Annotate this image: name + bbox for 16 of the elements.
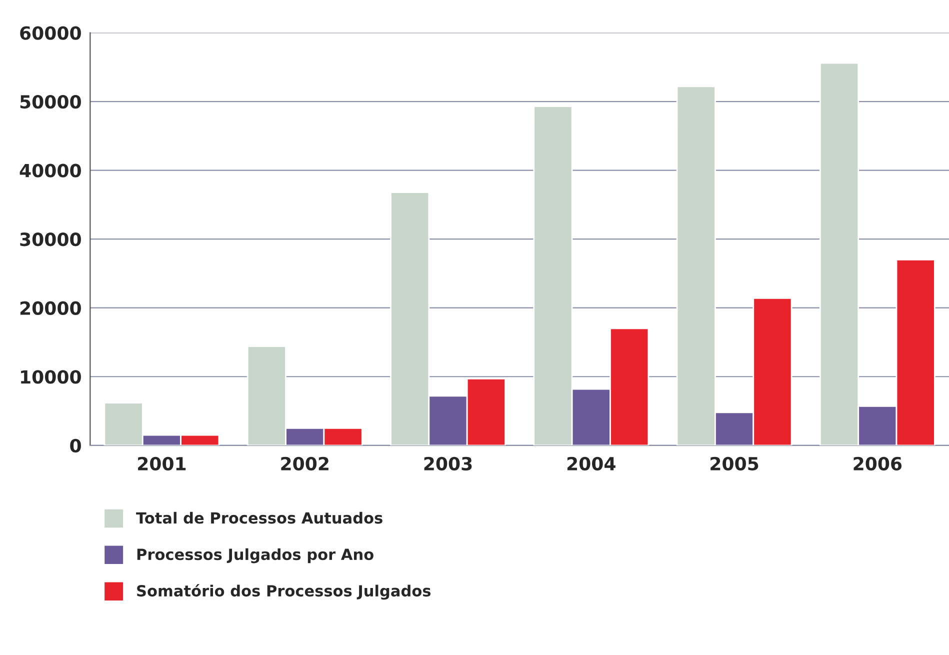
x-tick-label: 2002 [281,456,328,470]
x-tick-label: 2004 [567,456,616,470]
legend-label: Somatório dos Processos Julgados [137,584,431,600]
legend-label: Total de Processos Autuados [136,512,382,524]
y-tick-label: 10000 [21,370,81,384]
y-tick-label: 30000 [20,232,81,246]
y-tick-label: 20000 [20,301,81,315]
x-tick-label: 2006 [854,456,902,470]
legend-label: Processos Julgados por Ano [137,548,374,564]
y-tick-label: 40000 [20,164,81,178]
y-tick-label: 60000 [20,26,81,40]
y-tick-label: 50000 [20,94,81,109]
x-tick-label: 2005 [710,456,758,470]
x-tick-label: 2003 [424,456,472,470]
x-tick-label: 2001 [138,456,186,470]
y-tick-label: 0 [70,438,81,453]
